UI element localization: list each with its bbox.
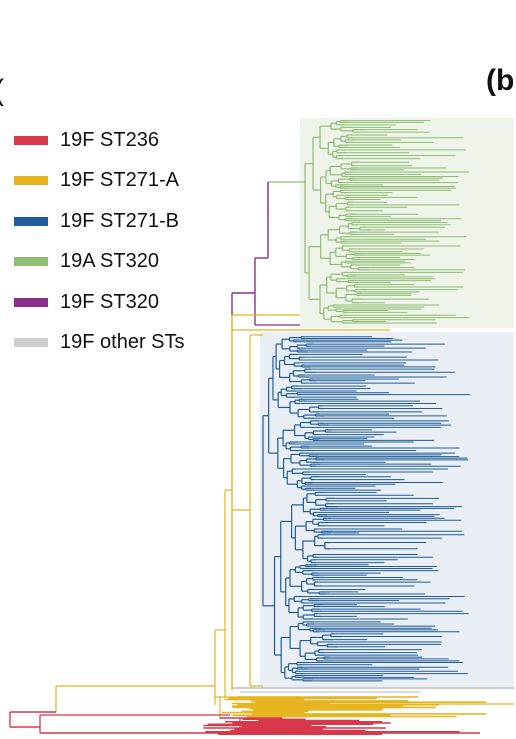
legend-item-st236: 19F ST236 bbox=[14, 120, 185, 161]
legend-swatch-st236 bbox=[14, 135, 48, 145]
legend-label-st236: 19F ST236 bbox=[60, 128, 159, 151]
legend-swatch-st271a bbox=[14, 176, 48, 186]
legend-label-st320a: 19A ST320 bbox=[60, 250, 159, 273]
legend: 19F ST236 19F ST271-A 19F ST271-B 19A ST… bbox=[14, 120, 185, 363]
legend-label-st320f: 19F ST320 bbox=[60, 290, 159, 313]
legend-item-other: 19F other STs bbox=[14, 323, 185, 364]
legend-swatch-other bbox=[14, 338, 48, 348]
legend-swatch-st320a bbox=[14, 257, 48, 267]
panel-label: (b bbox=[486, 64, 515, 97]
legend-label-st271a: 19F ST271-A bbox=[60, 169, 179, 192]
legend-item-st320f: 19F ST320 bbox=[14, 282, 185, 323]
legend-swatch-st320f bbox=[14, 297, 48, 307]
legend-item-st271b: 19F ST271-B bbox=[14, 201, 185, 242]
legend-swatch-st271b bbox=[14, 216, 48, 226]
legend-item-st271a: 19F ST271-A bbox=[14, 161, 185, 202]
prev-panel-label: ( bbox=[0, 74, 4, 108]
legend-item-st320a: 19A ST320 bbox=[14, 242, 185, 283]
legend-label-st271b: 19F ST271-B bbox=[60, 209, 179, 232]
legend-label-other: 19F other STs bbox=[60, 331, 185, 354]
